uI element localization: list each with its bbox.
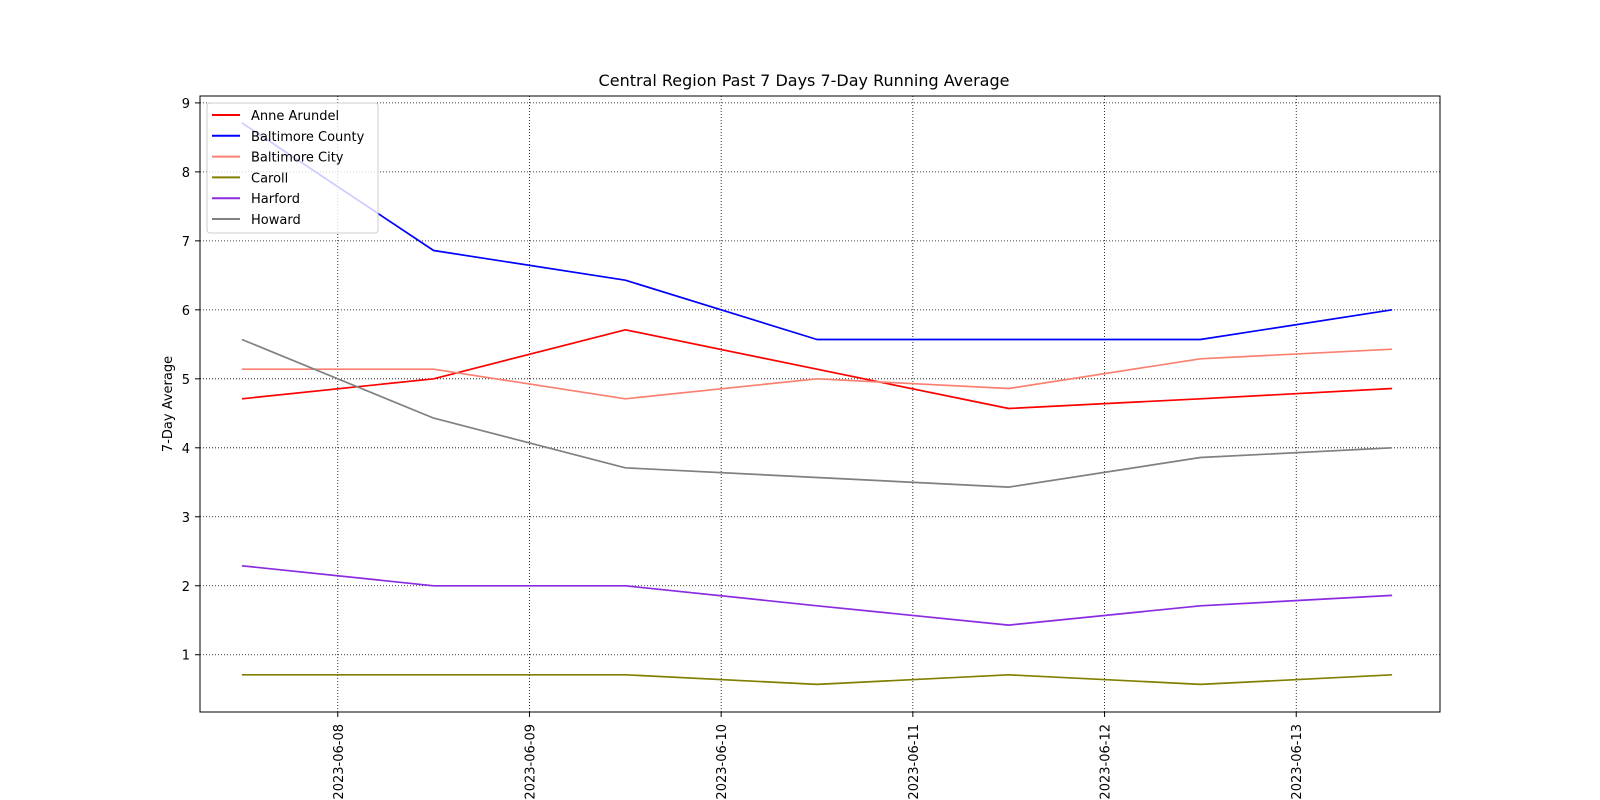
y-axis-label: 7-Day Average: [161, 356, 176, 452]
plot-area-frame: [199, 95, 1441, 713]
legend-label-howard: Howard: [251, 213, 301, 228]
y-tick-label: 8: [182, 166, 190, 181]
x-tick-label: 2023-06-08: [332, 724, 347, 800]
y-tick-label: 5: [182, 373, 190, 388]
x-tick-label: 2023-06-11: [907, 724, 922, 800]
legend: Anne Arundel Baltimore County Baltimore Ci…: [206, 102, 379, 234]
series-line-baltimore-county: [241, 122, 1393, 341]
x-tick-label: 2023-06-13: [1290, 724, 1305, 800]
series-line-harford: [241, 564, 1393, 626]
y-tick-label: 6: [182, 304, 190, 319]
series-lines: [241, 122, 1393, 686]
y-tick-label: 7: [182, 235, 190, 250]
x-tick-label: 2023-06-12: [1099, 724, 1114, 800]
axis-ticks: 1 2 3 4 5 6 7 8 9 2023-06-08 2023-06-09 2023-06-10 2…: [182, 97, 1306, 800]
legend-label-anne-arundel: Anne Arundel: [251, 109, 339, 124]
legend-label-harford: Harford: [251, 192, 300, 207]
y-tick-label: 2: [182, 580, 190, 595]
x-tick-label: 2023-06-09: [523, 724, 538, 800]
series-line-baltimore-city: [241, 348, 1393, 400]
y-tick-label: 3: [182, 511, 190, 526]
series-line-anne-arundel: [241, 328, 1393, 410]
y-tick-label: 1: [182, 649, 190, 664]
series-line-caroll: [241, 673, 1393, 686]
legend-label-baltimore-city: Baltimore City: [251, 151, 344, 166]
x-tick-label: 2023-06-10: [715, 724, 730, 800]
grid: [200, 96, 1440, 712]
series-line-howard: [241, 338, 1393, 488]
y-tick-label: 9: [182, 97, 190, 112]
y-tick-label: 4: [182, 442, 190, 457]
legend-frame: [206, 102, 379, 234]
chart-title: Central Region Past 7 Days 7-Day Running…: [599, 71, 1010, 90]
legend-label-caroll: Caroll: [251, 171, 288, 186]
legend-label-baltimore-county: Baltimore County: [251, 130, 365, 145]
